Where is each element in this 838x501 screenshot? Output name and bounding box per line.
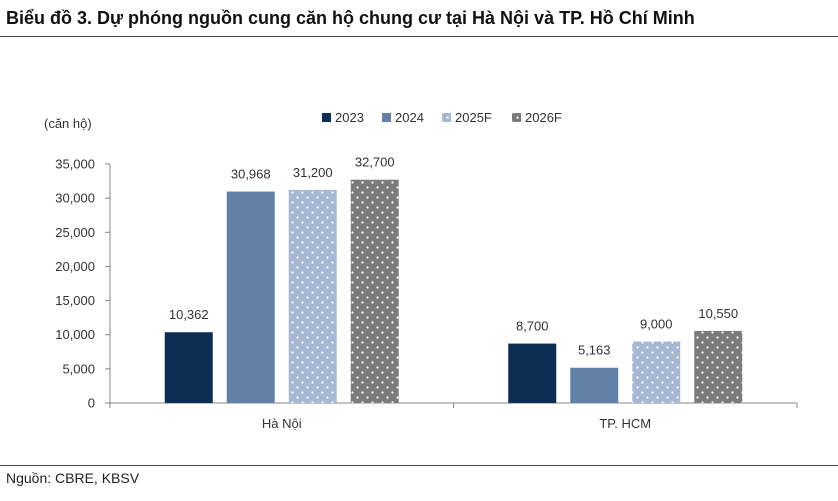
y-tick-label: 0 xyxy=(88,396,95,411)
bars xyxy=(164,179,743,403)
legend-swatch-2023 xyxy=(322,113,331,122)
y-tick-label: 15,000 xyxy=(55,293,95,308)
source-note: Nguồn: CBRE, KBSV xyxy=(6,470,140,486)
legend-swatch-2026f xyxy=(512,113,521,122)
bar-ha-noi-2025f xyxy=(288,189,337,403)
data-label-ha-noi-2023: 10,362 xyxy=(169,307,209,322)
data-label-tp-hcm-2024: 5,163 xyxy=(578,343,611,358)
data-label-ha-noi-2026f: 32,700 xyxy=(355,155,395,170)
y-tick-label: 20,000 xyxy=(55,259,95,274)
footer-divider xyxy=(0,465,838,466)
bar-ha-noi-2023 xyxy=(164,332,213,403)
bar-ha-noi-2024 xyxy=(226,191,275,403)
bar-tp-hcm-2026f xyxy=(694,330,743,403)
legend-swatch-2025f xyxy=(442,113,451,122)
y-axis-label: (căn hộ) xyxy=(44,116,92,131)
y-tick-label: 35,000 xyxy=(55,157,95,172)
data-label-ha-noi-2025f: 31,200 xyxy=(293,165,333,180)
x-tick-label-tp-hcm: TP. HCM xyxy=(599,416,651,431)
legend-label-2025f: 2025F xyxy=(455,110,492,125)
bar-tp-hcm-2024 xyxy=(570,367,619,403)
legend-label-2026f: 2026F xyxy=(525,110,562,125)
legend-label-2023: 2023 xyxy=(335,110,364,125)
data-label-tp-hcm-2025f: 9,000 xyxy=(640,317,673,332)
title-divider xyxy=(0,36,838,37)
bar-ha-noi-2026f xyxy=(350,179,399,403)
chart-title: Biểu đồ 3. Dự phóng nguồn cung căn hộ ch… xyxy=(6,8,695,28)
data-label-ha-noi-2024: 30,968 xyxy=(231,167,271,182)
bar-tp-hcm-2025f xyxy=(632,341,681,403)
legend: 2023 2024 2025F 2026F xyxy=(322,110,562,125)
legend-swatch-2024 xyxy=(382,113,391,122)
y-tick-label: 5,000 xyxy=(62,361,95,376)
bar-tp-hcm-2023 xyxy=(508,343,557,403)
y-tick-label: 10,000 xyxy=(55,327,95,342)
y-tick-label: 25,000 xyxy=(55,225,95,240)
bar-labels: 10,362 30,968 31,200 32,700 8,700 5,163 9,000 1… xyxy=(169,155,738,358)
data-label-tp-hcm-2023: 8,700 xyxy=(516,319,549,334)
bar-chart: (căn hộ) 2023 2024 2025F 2026F 0 5,000 10,000… xyxy=(44,110,798,431)
y-axis: 0 5,000 10,000 15,000 20,000 25,000 30,000 35,0… xyxy=(55,157,111,411)
y-tick-label: 30,000 xyxy=(55,191,95,206)
x-tick-label-ha-noi: Hà Nội xyxy=(262,416,302,431)
legend-label-2024: 2024 xyxy=(395,110,424,125)
x-axis: Hà Nội TP. HCM xyxy=(109,402,798,431)
data-label-tp-hcm-2026f: 10,550 xyxy=(698,306,738,321)
